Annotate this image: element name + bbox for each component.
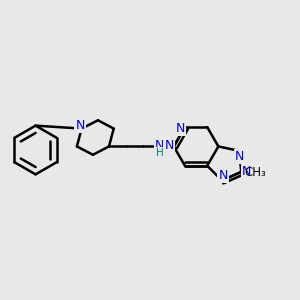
Text: H: H — [156, 148, 164, 158]
Text: N: N — [176, 122, 185, 135]
Text: N: N — [235, 150, 244, 163]
Text: N: N — [76, 119, 85, 132]
Text: N: N — [242, 165, 251, 178]
Text: CH₃: CH₃ — [244, 166, 266, 179]
Text: N: N — [155, 139, 164, 152]
Text: N: N — [164, 139, 174, 152]
Text: N: N — [218, 169, 228, 182]
